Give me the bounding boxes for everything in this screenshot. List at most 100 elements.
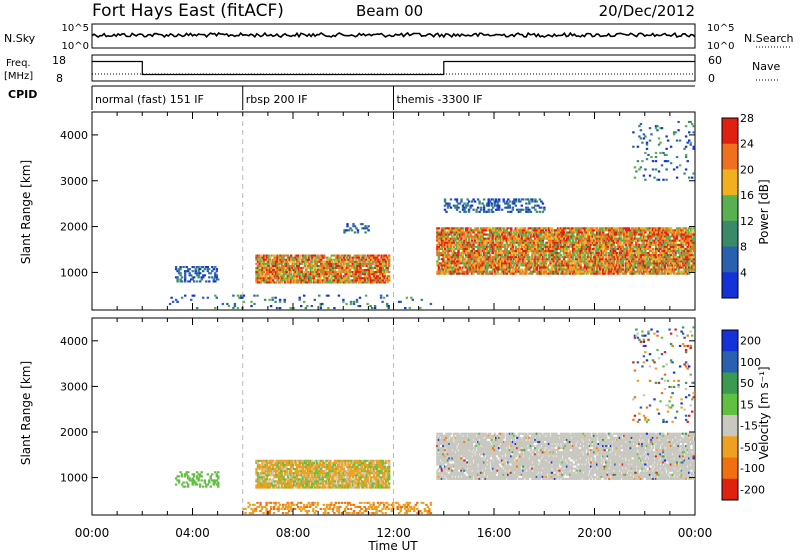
heatmap-cell xyxy=(196,266,199,269)
heatmap-cell xyxy=(513,254,516,257)
heatmap-cell xyxy=(359,262,362,265)
heatmap-cell xyxy=(644,135,647,138)
heatmap-cell xyxy=(675,239,679,242)
heatmap-cell xyxy=(574,243,578,246)
heatmap-cell xyxy=(674,235,677,238)
heatmap-cell xyxy=(573,250,576,253)
heatmap-cell xyxy=(368,254,371,257)
heatmap-cell xyxy=(288,273,291,276)
heatmap-cell xyxy=(602,229,605,232)
heatmap-cell xyxy=(440,252,444,255)
heatmap-cell xyxy=(675,243,679,246)
heatmap-cell xyxy=(372,266,376,269)
heatmap-cell xyxy=(638,135,641,138)
heatmap-cell xyxy=(487,262,490,265)
heatmap-cell xyxy=(348,258,352,261)
heatmap-cell xyxy=(651,266,655,269)
heatmap-cell xyxy=(482,264,486,267)
heatmap-cell xyxy=(588,227,591,230)
heatmap-cell xyxy=(677,272,680,275)
heatmap-cell xyxy=(495,198,498,201)
heatmap-cell xyxy=(385,256,388,259)
heatmap-cell xyxy=(574,245,578,248)
heatmap-cell xyxy=(457,233,460,236)
heatmap-cell xyxy=(496,235,499,238)
heatmap-cell xyxy=(552,262,555,265)
heatmap-cell xyxy=(452,231,456,234)
heatmap-cell xyxy=(540,247,543,250)
heatmap-cell xyxy=(464,241,468,244)
heatmap-cell xyxy=(353,266,356,269)
heatmap-cell xyxy=(335,264,338,267)
heatmap-cell xyxy=(484,256,487,259)
heatmap-cell xyxy=(680,245,683,248)
heatmap-cell xyxy=(651,252,655,255)
heatmap-cell xyxy=(675,266,679,269)
heatmap-cell xyxy=(538,239,542,242)
heatmap-cell xyxy=(642,137,646,140)
heatmap-cell xyxy=(633,258,637,261)
heatmap-cell xyxy=(591,262,594,265)
heatmap-cell xyxy=(476,239,480,242)
heatmap-cell xyxy=(603,227,606,230)
heatmap-cell xyxy=(565,237,569,240)
heatmap-cell xyxy=(540,252,543,255)
heatmap-cell xyxy=(501,237,504,240)
heatmap-cell xyxy=(461,266,465,269)
heatmap-cell xyxy=(378,279,382,282)
heatmap-cell xyxy=(668,243,671,246)
heatmap-cell xyxy=(353,281,356,284)
heatmap-cell xyxy=(657,266,661,269)
heatmap-cell xyxy=(537,233,540,236)
heatmap-cell xyxy=(267,269,270,272)
heatmap-cell xyxy=(461,233,465,236)
heatmap-cell xyxy=(337,294,341,297)
heatmap-cell xyxy=(662,235,665,238)
heatmap-cell xyxy=(558,268,561,271)
heatmap-cell xyxy=(349,300,353,303)
heatmap-cell xyxy=(308,277,311,280)
heatmap-cell xyxy=(498,268,501,271)
heatmap-cell xyxy=(626,235,629,238)
heatmap-cell xyxy=(443,229,447,232)
heatmap-cell xyxy=(255,256,258,259)
heatmap-cell xyxy=(541,235,545,238)
heatmap-cell xyxy=(648,239,652,242)
heatmap-cell xyxy=(632,237,635,240)
heatmap-cell xyxy=(623,256,626,259)
heatmap-cell xyxy=(541,262,545,265)
heatmap-cell xyxy=(523,262,526,265)
heatmap-cell xyxy=(517,262,520,265)
heatmap-cell xyxy=(678,256,682,259)
heatmap-cell xyxy=(299,266,302,269)
heatmap-cell xyxy=(617,241,620,244)
heatmap-cell xyxy=(570,241,573,244)
heatmap-cell xyxy=(350,275,353,278)
heatmap-cell xyxy=(457,258,460,261)
heatmap-cell xyxy=(517,266,520,269)
heatmap-cell xyxy=(591,258,594,261)
heatmap-cell xyxy=(686,141,689,144)
heatmap-cell xyxy=(493,247,496,250)
heatmap-cell xyxy=(499,237,502,240)
heatmap-cell xyxy=(502,198,505,201)
heatmap-cell xyxy=(381,281,385,284)
heatmap-cell xyxy=(594,243,597,246)
heatmap-cell xyxy=(562,256,566,259)
heatmap-cell xyxy=(372,260,376,263)
heatmap-cell xyxy=(624,264,627,267)
heatmap-cell xyxy=(567,239,570,242)
heatmap-cell xyxy=(678,164,682,167)
heatmap-cell xyxy=(558,247,561,250)
heatmap-cell xyxy=(562,258,566,261)
heatmap-cell xyxy=(617,256,620,259)
heatmap-cell xyxy=(443,227,447,230)
heatmap-cell xyxy=(602,264,605,267)
heatmap-cell xyxy=(665,153,668,156)
heatmap-cell xyxy=(650,256,653,259)
heatmap-cell xyxy=(672,258,676,261)
heatmap-cell xyxy=(498,235,501,238)
heatmap-cell xyxy=(283,300,286,303)
heatmap-cell xyxy=(490,233,493,236)
heatmap-cell xyxy=(308,266,311,269)
